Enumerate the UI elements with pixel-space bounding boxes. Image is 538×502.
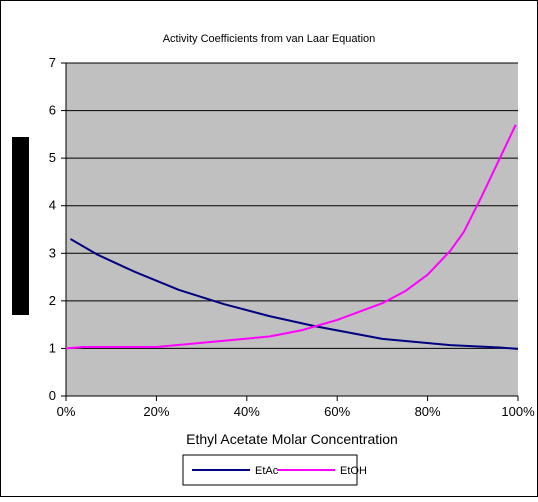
x-tick-label: 60% xyxy=(324,404,350,419)
y-axis-ticks: 0 1 2 3 4 5 6 7 xyxy=(49,55,66,403)
y-tick-label: 4 xyxy=(49,198,56,213)
y-tick-label: 5 xyxy=(49,150,56,165)
legend: EtAc EtOH xyxy=(182,454,367,486)
y-tick-label: 2 xyxy=(49,293,56,308)
series-layer xyxy=(65,124,519,350)
x-tick-label: 40% xyxy=(234,404,260,419)
x-tick-label: 80% xyxy=(415,404,441,419)
x-tick-label: 0% xyxy=(57,404,76,419)
series-line-etac xyxy=(69,238,519,350)
y-tick-label: 3 xyxy=(49,245,56,260)
chart-title: Activity Coefficients from van Laar Equa… xyxy=(163,33,376,45)
series-line-etoh xyxy=(65,124,517,350)
y-tick-label: 6 xyxy=(49,103,56,118)
y-tick-label: 7 xyxy=(49,55,56,70)
x-tick-label: 100% xyxy=(501,404,535,419)
gridlines xyxy=(66,62,518,349)
plot-area xyxy=(66,63,518,396)
y-tick-label: 1 xyxy=(49,340,56,355)
x-axis-ticks: 0% 20% 40% 60% 80% 100% xyxy=(57,396,535,419)
y-axis-title-bar xyxy=(12,137,29,315)
y-tick-label: 0 xyxy=(49,388,56,403)
legend-label-etac: EtAc xyxy=(255,465,279,477)
x-tick-label: 20% xyxy=(143,404,169,419)
legend-label-etoh: EtOH xyxy=(340,465,367,477)
x-axis-label: Ethyl Acetate Molar Concentration xyxy=(186,431,398,447)
